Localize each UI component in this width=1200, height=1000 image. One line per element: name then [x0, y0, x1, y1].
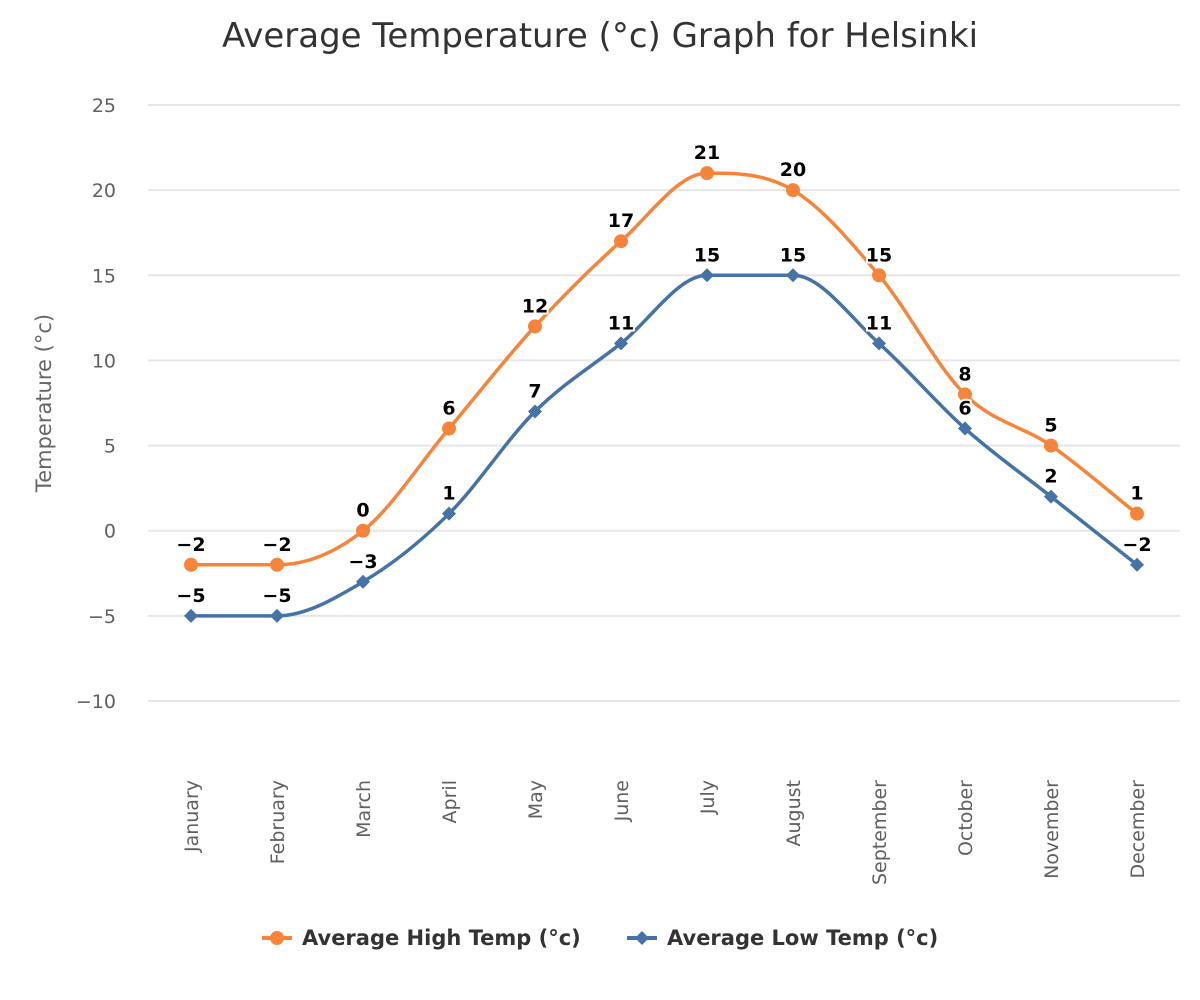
data-label: −5: [176, 585, 205, 607]
data-point-marker: [442, 421, 456, 436]
x-tick-label: March: [353, 780, 375, 838]
x-tick-label: October: [955, 780, 977, 856]
data-label: 15: [694, 244, 720, 266]
data-point-marker: [614, 234, 628, 249]
series-line: [189, 171, 1139, 567]
data-point-marker: [786, 268, 800, 283]
data-point-marker: [270, 608, 284, 623]
data-label: −2: [176, 534, 205, 556]
data-label: 11: [866, 312, 892, 334]
y-axis-ticks: −10 −5 0 5 10 15 20 25: [76, 95, 116, 713]
x-tick-label: April: [439, 780, 461, 823]
legend-label: Average Low Temp (°c): [667, 926, 938, 950]
data-point-marker: [872, 336, 886, 351]
gridlines: [148, 104, 1180, 702]
data-label: −3: [348, 551, 377, 573]
data-label: 12: [522, 295, 548, 317]
data-label: 2: [1044, 466, 1057, 488]
data-point-marker: [1044, 438, 1058, 453]
x-tick-label: November: [1041, 780, 1063, 879]
y-tick-label: −10: [76, 691, 116, 713]
x-tick-label: June: [611, 780, 633, 822]
data-point-marker: [442, 506, 456, 521]
data-point-marker: [270, 931, 284, 945]
chart-title: Average Temperature (°c) Graph for Helsi…: [222, 16, 978, 56]
data-point-marker: [614, 336, 628, 351]
data-label: 20: [780, 159, 806, 181]
data-point-marker: [786, 183, 800, 198]
x-tick-label: August: [783, 780, 805, 847]
y-tick-label: 10: [92, 350, 116, 372]
x-axis-ticks: January February March April May June July Augu…: [181, 780, 1149, 885]
x-tick-label: September: [869, 780, 891, 885]
data-label: 0: [356, 500, 369, 522]
data-point-marker: [700, 268, 714, 283]
y-tick-label: 25: [92, 95, 116, 117]
legend: Average High Temp (°c) Average Low Temp (…: [262, 926, 938, 950]
data-point-marker: [184, 608, 198, 623]
data-point-marker: [356, 523, 370, 538]
data-label: 15: [780, 244, 806, 266]
y-tick-label: 20: [92, 180, 116, 202]
legend-item-low-temp: Average Low Temp (°c): [627, 926, 938, 950]
data-point-marker: [1044, 489, 1058, 504]
x-tick-label: January: [181, 780, 203, 853]
data-point-marker: [635, 931, 649, 945]
y-axis-label: Temperature (°c): [32, 314, 56, 493]
y-tick-label: −5: [88, 606, 116, 628]
legend-label: Average High Temp (°c): [302, 926, 581, 950]
y-tick-label: 15: [92, 265, 116, 287]
data-label: 7: [528, 381, 541, 403]
series-low-temp: [184, 268, 1144, 623]
data-label: 1: [1130, 483, 1143, 505]
data-point-marker: [528, 404, 542, 419]
data-point-marker: [958, 387, 972, 402]
data-label: 1: [442, 483, 455, 505]
data-label: 5: [1044, 415, 1057, 437]
data-point-marker: [1130, 506, 1144, 521]
data-point-marker: [184, 557, 198, 572]
data-label: 6: [958, 398, 971, 420]
data-label: 6: [442, 398, 455, 420]
data-point-marker: [958, 421, 972, 436]
y-tick-label: 5: [104, 436, 116, 458]
data-label: 17: [608, 210, 634, 232]
data-label: 8: [958, 363, 971, 385]
x-tick-label: February: [267, 780, 289, 864]
y-tick-label: 0: [104, 521, 116, 543]
data-label: −2: [1122, 534, 1151, 556]
data-point-marker: [356, 574, 370, 589]
data-point-marker: [872, 268, 886, 283]
data-label: 21: [694, 142, 720, 164]
data-point-marker: [700, 166, 714, 181]
data-label: −2: [262, 534, 291, 556]
x-tick-label: July: [697, 780, 719, 815]
data-point-marker: [270, 557, 284, 572]
series-layer: [184, 166, 1144, 623]
legend-item-high-temp: Average High Temp (°c): [262, 926, 581, 950]
x-tick-label: May: [525, 780, 547, 819]
x-tick-label: December: [1127, 780, 1149, 879]
data-point-marker: [1130, 557, 1144, 572]
data-label: 15: [866, 244, 892, 266]
data-label: 11: [608, 312, 634, 334]
data-label: −5: [262, 585, 291, 607]
series-high-temp: [184, 166, 1144, 572]
data-point-marker: [528, 319, 542, 334]
